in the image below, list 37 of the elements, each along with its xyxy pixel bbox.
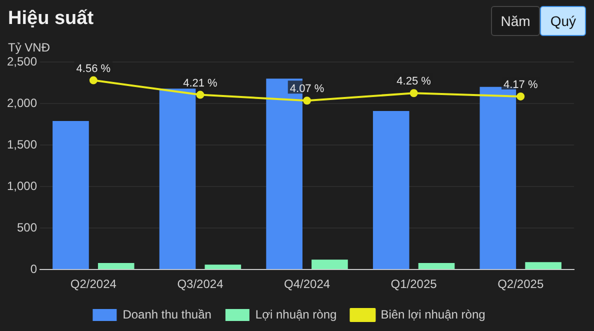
point bbox=[196, 90, 204, 99]
toggle-button: Năm bbox=[490, 6, 540, 36]
x-tick-label: Q2/2025 bbox=[498, 277, 544, 292]
legend-label: Doanh thu thuần bbox=[122, 307, 212, 322]
data-label: 4.07 % bbox=[290, 83, 324, 96]
bar bbox=[204, 264, 242, 270]
point bbox=[410, 89, 418, 98]
y-axis-title: Tỷ VNĐ bbox=[8, 40, 50, 54]
x-tick-label: Q3/2024 bbox=[177, 277, 224, 292]
x-tick-label: Q1/2025 bbox=[390, 277, 438, 292]
point bbox=[303, 96, 312, 105]
x-tick-label: Q2/2024 bbox=[70, 277, 117, 292]
bar bbox=[312, 260, 348, 270]
data-label: 4.56 % bbox=[76, 62, 111, 75]
chart-title: Hiệu suất bbox=[8, 8, 94, 30]
toggle-button: Quý bbox=[540, 6, 586, 36]
data-label: 4.25 % bbox=[396, 76, 432, 88]
bar bbox=[525, 262, 562, 270]
y-tick-label: 2,000 bbox=[7, 96, 38, 110]
point bbox=[89, 76, 98, 84]
y-tick-label: 1,500 bbox=[7, 137, 38, 152]
bar bbox=[418, 262, 455, 270]
bar bbox=[372, 110, 410, 270]
bar bbox=[480, 86, 516, 270]
y-tick-label: 2,500 bbox=[7, 54, 38, 68]
data-label: 4.17 % bbox=[503, 78, 538, 91]
bar bbox=[159, 88, 196, 270]
bar bbox=[98, 262, 134, 270]
data-label: 4.21 % bbox=[183, 77, 218, 90]
y-tick-label: 500 bbox=[17, 220, 38, 234]
y-tick-label: 1,000 bbox=[7, 178, 38, 193]
bar bbox=[52, 120, 89, 270]
legend-label: Biên lợi nhuận ròng bbox=[380, 307, 486, 322]
x-tick-label: Q4/2024 bbox=[284, 277, 330, 292]
legend-label: Lợi nhuận ròng bbox=[255, 307, 337, 322]
point bbox=[516, 92, 525, 100]
y-tick-label: 0 bbox=[30, 262, 38, 276]
